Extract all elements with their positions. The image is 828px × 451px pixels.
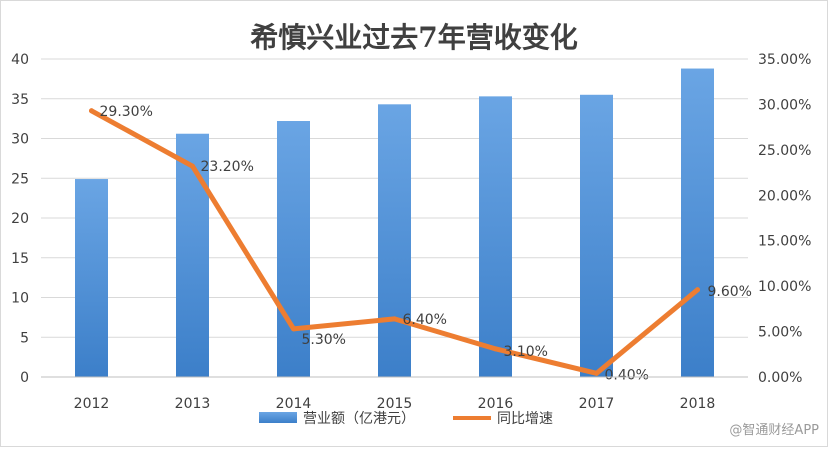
y-right-tick-label: 30.00%	[758, 97, 811, 113]
growth-point	[392, 316, 397, 322]
y-left-tick-label: 35	[11, 92, 29, 108]
growth-point	[291, 326, 296, 332]
growth-data-label: 9.60%	[708, 284, 752, 300]
growth-data-label: 3.10%	[504, 344, 548, 360]
bar-series	[75, 68, 714, 378]
y-left-tick-label: 40	[11, 52, 29, 68]
growth-point	[594, 370, 599, 376]
y-left-tick-label: 0	[20, 370, 29, 386]
legend-line-entry: 同比增速	[453, 411, 553, 427]
growth-data-label: 6.40%	[403, 312, 447, 328]
data-labels: 29.30% 23.20% 5.30% 6.40% 3.10% 0.40% 9.60%	[100, 104, 752, 384]
watermark-text: @智通财经APP	[729, 423, 819, 438]
y-left-tick-label: 30	[11, 132, 29, 148]
y-left-tick-label: 15	[11, 251, 29, 267]
y-right-tick-label: 35.00%	[758, 52, 811, 68]
y-right-tick-label: 10.00%	[758, 279, 811, 295]
growth-point	[89, 108, 94, 114]
y-right-tick-label: 0.00%	[758, 370, 802, 386]
y-left-tick-label: 10	[11, 291, 29, 307]
bar-2016	[479, 96, 512, 378]
bar-2015	[378, 104, 411, 377]
growth-point	[190, 163, 195, 169]
y-left-tick-label: 5	[20, 330, 29, 346]
x-tick-label: 2013	[175, 396, 211, 412]
chart-title: 希慎兴业过去7年营收变化	[250, 21, 577, 54]
y-right-tick-label: 15.00%	[758, 234, 811, 250]
legend: 营业额（亿港元） 同比增速	[259, 411, 553, 427]
bar-2014	[277, 121, 310, 377]
growth-point	[493, 346, 498, 352]
bar-2013	[176, 133, 209, 377]
y-right-tick-label: 20.00%	[758, 188, 811, 204]
bar-2018	[681, 68, 714, 377]
y-left-tick-label: 25	[11, 171, 29, 187]
growth-data-label: 0.40%	[605, 367, 649, 383]
x-tick-label: 2018	[680, 396, 716, 412]
x-tick-label: 2016	[478, 396, 514, 412]
x-tick-label: 2014	[276, 396, 312, 412]
x-tick-label: 2015	[377, 396, 413, 412]
growth-point	[695, 287, 700, 293]
y-right-tick-label: 25.00%	[758, 143, 811, 159]
bar-2012	[75, 179, 108, 377]
line-series	[89, 108, 700, 376]
legend-bar-swatch	[259, 412, 297, 423]
legend-line-label: 同比增速	[497, 411, 553, 427]
legend-bar-entry: 营业额（亿港元）	[259, 411, 415, 427]
growth-data-label: 5.30%	[302, 332, 346, 348]
legend-bar-label: 营业额（亿港元）	[303, 411, 415, 427]
growth-data-label: 23.20%	[201, 159, 254, 175]
y-right-tick-label: 5.00%	[758, 325, 802, 341]
axes: 0 5 10 15 20 25 30 35 40 0.00% 5.00% 10.00% 15.00% 20…	[11, 52, 811, 412]
x-tick-label: 2012	[74, 396, 110, 412]
bar-2017	[580, 94, 613, 378]
y-left-tick-label: 20	[11, 211, 29, 227]
growth-data-label: 29.30%	[100, 104, 153, 120]
x-tick-label: 2017	[579, 396, 615, 412]
